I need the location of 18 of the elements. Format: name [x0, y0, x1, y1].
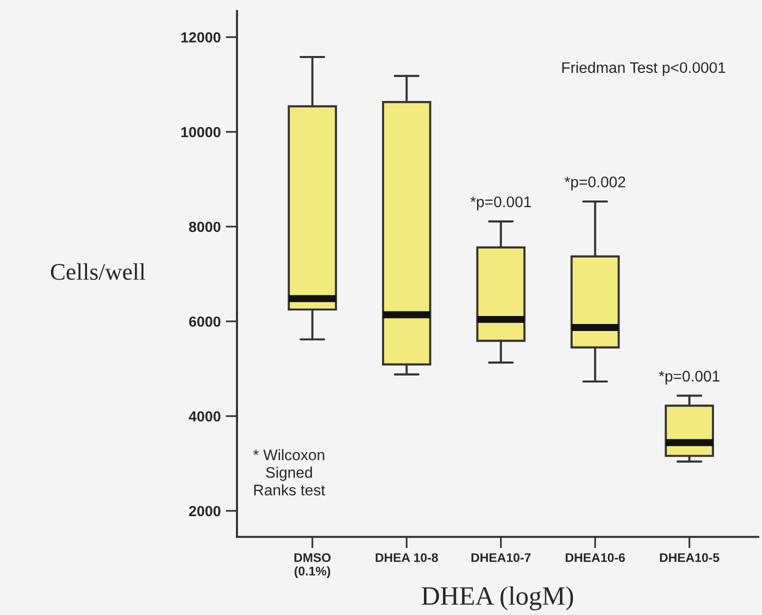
x-tick-label: DHEA10-7 [472, 553, 531, 562]
x-axis-title: DHEA (logM) [422, 586, 574, 610]
y-tick-label: 6000 [189, 316, 220, 327]
y-tick-label: 10000 [181, 126, 220, 138]
x-tick-label: DHEA10-6 [566, 553, 625, 562]
y-tick-label: 12000 [181, 32, 220, 43]
x-tick-label: DMSO (0.1%) [294, 553, 331, 578]
y-tick-label: 2000 [189, 506, 220, 516]
y-tick-label: 8000 [189, 222, 220, 232]
annotation: * Wilcoxon Signed Ranks test [253, 449, 326, 496]
x-tick-label: DHEA10-5 [660, 553, 720, 562]
y-tick-label: 4000 [188, 411, 220, 422]
annotation: *p=0.001 [658, 370, 720, 385]
x-tick-label: DHEA 10-8 [376, 553, 438, 562]
annotation: *p=0.001 [470, 196, 531, 210]
annotation: Friedman Test p<0.0001 [562, 62, 726, 76]
annotation: *p=0.002 [564, 176, 626, 190]
y-axis-title: Cells/well [50, 263, 146, 280]
